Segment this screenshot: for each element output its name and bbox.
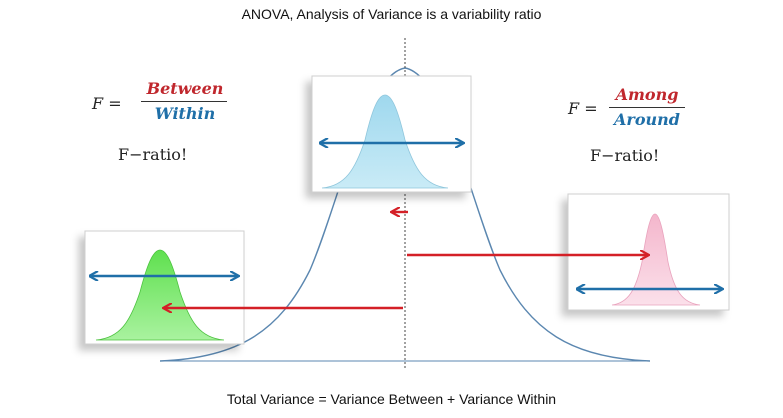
right-numerator: Among bbox=[615, 85, 679, 104]
left-numerator: Between bbox=[146, 79, 224, 98]
left-denominator: Within bbox=[154, 104, 216, 123]
footer-equation: Total Variance = Variance Between + Vari… bbox=[226, 391, 557, 407]
left-fraction-bar bbox=[141, 101, 227, 102]
right-fraction-bar bbox=[609, 107, 685, 108]
left-distribution-curve bbox=[95, 249, 225, 341]
right-f-label: F = bbox=[568, 99, 598, 118]
right-ratio-text: F−ratio! bbox=[590, 146, 660, 165]
right-denominator: Around bbox=[614, 110, 680, 129]
left-f-label: F = bbox=[92, 94, 122, 113]
diagram-title: ANOVA, Analysis of Variance is a variabi… bbox=[241, 6, 542, 22]
left-ratio-text: F−ratio! bbox=[118, 145, 188, 164]
